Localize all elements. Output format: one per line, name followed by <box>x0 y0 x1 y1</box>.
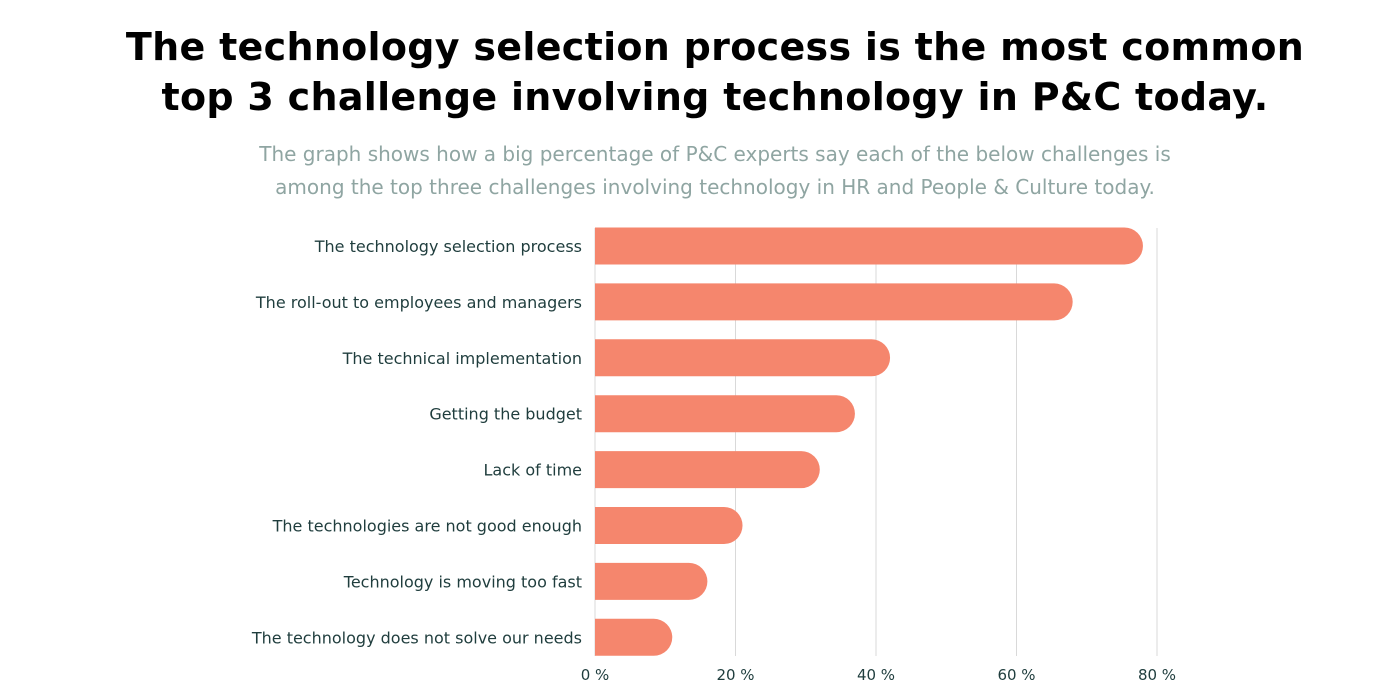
category-label: The technologies are not good enough <box>272 517 582 536</box>
category-label: The technology selection process <box>314 237 582 256</box>
chart-subtitle: The graph shows how a big percentage of … <box>0 138 1400 204</box>
bars <box>595 227 1143 656</box>
x-tick-label: 0 % <box>581 666 610 684</box>
bar <box>595 227 1143 265</box>
bar <box>595 395 855 433</box>
chart-title-line-2: top 3 challenge involving technology in … <box>161 75 1269 119</box>
bar <box>595 339 891 377</box>
category-label: The technology does not solve our needs <box>251 628 582 647</box>
category-label: Technology is moving too fast <box>343 572 582 591</box>
bar <box>595 451 820 489</box>
x-tick-label: 80 % <box>1138 666 1176 684</box>
chart-title-line-1: The technology selection process is the … <box>125 25 1305 69</box>
x-tick-label: 40 % <box>857 666 895 684</box>
category-label: The roll-out to employees and managers <box>255 293 582 312</box>
category-label: The technical implementation <box>342 349 582 368</box>
x-tick-label: 60 % <box>997 666 1035 684</box>
category-label: Lack of time <box>483 461 582 480</box>
category-labels: The technology selection process The roll… <box>251 237 582 647</box>
x-tick-label: 20 % <box>716 666 754 684</box>
bar <box>595 562 708 600</box>
category-label: Getting the budget <box>429 405 582 424</box>
bar <box>595 618 673 656</box>
x-axis-tick-labels: 0 % 20 % 40 % 60 % 80 % <box>581 666 1176 684</box>
chart-subtitle-line-2: among the top three challenges involving… <box>275 175 1155 199</box>
chart-subtitle-line-1: The graph shows how a big percentage of … <box>259 142 1171 166</box>
bar <box>595 507 743 544</box>
bar <box>595 283 1073 321</box>
chart-title: The technology selection process is the … <box>0 22 1400 122</box>
